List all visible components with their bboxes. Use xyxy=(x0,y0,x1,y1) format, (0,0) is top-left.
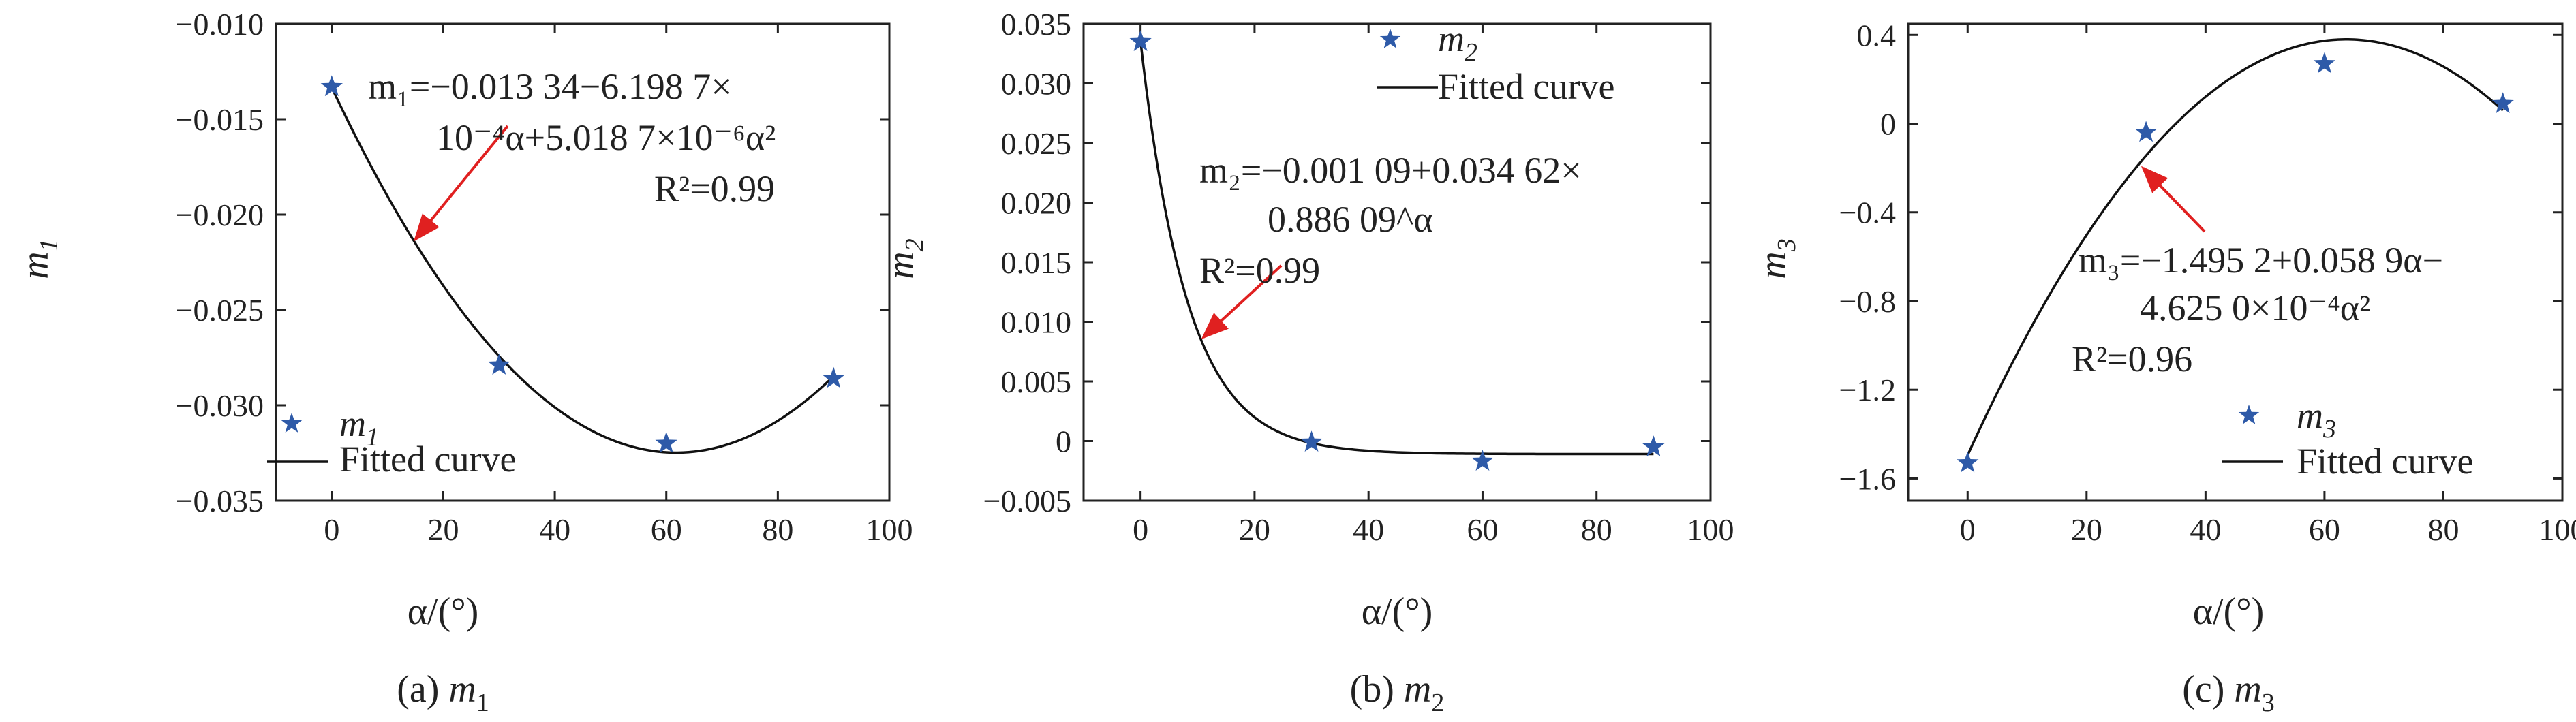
legend-line-label: Fitted curve xyxy=(339,439,516,480)
x-tick-label: 40 xyxy=(1353,512,1384,547)
fit-equation-r2: R²=0.99 xyxy=(1199,250,1320,291)
fitted-curve xyxy=(1139,41,1654,456)
y-tick-label: 0.015 xyxy=(1001,245,1072,280)
data-point-star xyxy=(2491,92,2514,113)
fit-equation-line-2: 0.886 09^α xyxy=(1268,199,1433,240)
fit-equation-line-1: m₃=−1.495 2+0.058 9α− xyxy=(2079,240,2443,281)
data-point-star xyxy=(320,75,343,97)
data-point-star xyxy=(655,432,677,453)
y-axis-label: m2 xyxy=(880,238,929,279)
data-point-star xyxy=(2134,121,2158,142)
y-tick-label: 0.010 xyxy=(1001,305,1072,340)
y-tick-label: −0.010 xyxy=(176,7,264,42)
y-tick-label: 0.035 xyxy=(1001,7,1072,42)
legend-line-label: Fitted curve xyxy=(2297,441,2473,482)
y-tick-label: 0.025 xyxy=(1001,126,1072,161)
data-point-star xyxy=(1300,430,1323,452)
y-tick-label: 0.005 xyxy=(1001,364,1072,399)
data-point-star xyxy=(1471,450,1494,471)
panel-b: 0 20 40 60 80 100 −0.005 0 0.005 0.010 0.015 0.020 0… xyxy=(880,7,1734,717)
x-tick-label: 60 xyxy=(2309,512,2340,547)
y-tick-label: 0.020 xyxy=(1001,186,1072,221)
legend-star-icon xyxy=(281,413,303,433)
panel-caption: (a) m1 xyxy=(397,668,489,717)
y-tick-label: −0.005 xyxy=(983,484,1071,518)
fit-equation-line-1: m₂=−0.001 09+0.034 62× xyxy=(1199,150,1582,191)
legend-marker-label: m3 xyxy=(2297,395,2336,443)
panel-caption: (b) m2 xyxy=(1350,668,1445,717)
fitted-curve xyxy=(331,87,835,454)
x-axis-label: α/(°) xyxy=(2193,591,2265,633)
data-point-star xyxy=(823,366,845,388)
x-tick-label: 0 xyxy=(324,512,339,547)
fit-equation-r2: R²=0.99 xyxy=(654,168,775,209)
y-axis-label: m1 xyxy=(14,238,63,279)
plot-frame xyxy=(275,22,891,502)
data-point-star xyxy=(1129,30,1152,51)
x-tick-label: 80 xyxy=(2427,512,2459,547)
y-tick-label: −0.035 xyxy=(176,484,264,518)
fit-equation-line-2: 4.625 0×10⁻⁴α² xyxy=(2140,287,2370,328)
y-tick-label: 0 xyxy=(1880,107,1896,142)
x-tick-label: 80 xyxy=(762,512,793,547)
x-tick-label: 20 xyxy=(1239,512,1270,547)
x-tick-label: 100 xyxy=(2539,512,2576,547)
y-tick-label: −0.015 xyxy=(176,102,264,137)
fit-equation-line-1: m₁=−0.013 34−6.198 7× xyxy=(368,66,732,107)
x-tick-label: 0 xyxy=(1133,512,1148,547)
y-tick-label: −0.8 xyxy=(1839,284,1896,319)
x-tick-label: 60 xyxy=(651,512,682,547)
panel-a: 0 20 40 60 80 100 −0.035 −0.030 −0.025 −0.020 −0.0… xyxy=(14,7,913,717)
y-tick-label: −0.030 xyxy=(176,388,264,423)
x-tick-label: 40 xyxy=(539,512,570,547)
fit-equation-line-2: 10⁻⁴α+5.018 7×10⁻⁶α² xyxy=(436,117,776,158)
annotation-arrow xyxy=(414,125,509,242)
legend-marker-label: m1 xyxy=(339,403,379,452)
legend-star-icon xyxy=(1379,29,1401,48)
x-tick-label: 60 xyxy=(1467,512,1498,547)
annotation-arrow xyxy=(1201,264,1283,339)
data-point-star xyxy=(2313,52,2336,74)
y-tick-label: −0.025 xyxy=(176,293,264,328)
y-tick-label: 0.030 xyxy=(1001,67,1072,101)
x-tick-label: 40 xyxy=(2190,512,2221,547)
x-tick-label: 100 xyxy=(1687,512,1734,547)
y-tick-label: 0 xyxy=(1056,424,1071,459)
x-axis-label: α/(°) xyxy=(1362,591,1433,633)
legend-line-label: Fitted curve xyxy=(1438,66,1614,107)
annotation-arrow xyxy=(2141,166,2206,233)
x-tick-label: 20 xyxy=(2071,512,2102,547)
x-tick-label: 80 xyxy=(1581,512,1612,547)
data-point-star xyxy=(488,354,510,375)
y-tick-label: −1.2 xyxy=(1839,373,1896,407)
plot-frame xyxy=(1907,22,2564,502)
x-axis-label: α/(°) xyxy=(408,591,479,633)
x-tick-label: 0 xyxy=(1960,512,1976,547)
y-axis-label: m3 xyxy=(1752,238,1801,279)
y-tick-label: −0.020 xyxy=(176,198,264,232)
x-tick-label: 20 xyxy=(427,512,459,547)
panel-c: 0 20 40 60 80 100 −1.6 −1.2 −0.8 −0.4 0 0.4 m3 α/(°… xyxy=(1752,18,2576,717)
legend-star-icon xyxy=(2238,405,2260,424)
x-tick-label: 100 xyxy=(866,512,913,547)
y-tick-label: −0.4 xyxy=(1839,195,1896,230)
fit-equation-r2: R²=0.96 xyxy=(2072,339,2192,379)
data-point-star xyxy=(1642,435,1665,456)
fitted-curve xyxy=(1966,38,2504,456)
legend-marker-label: m2 xyxy=(1438,18,1477,67)
y-tick-label: −1.6 xyxy=(1839,461,1896,496)
panel-caption: (c) m3 xyxy=(2182,668,2275,717)
data-point-star xyxy=(1957,451,1979,473)
y-tick-label: 0.4 xyxy=(1857,18,1897,52)
